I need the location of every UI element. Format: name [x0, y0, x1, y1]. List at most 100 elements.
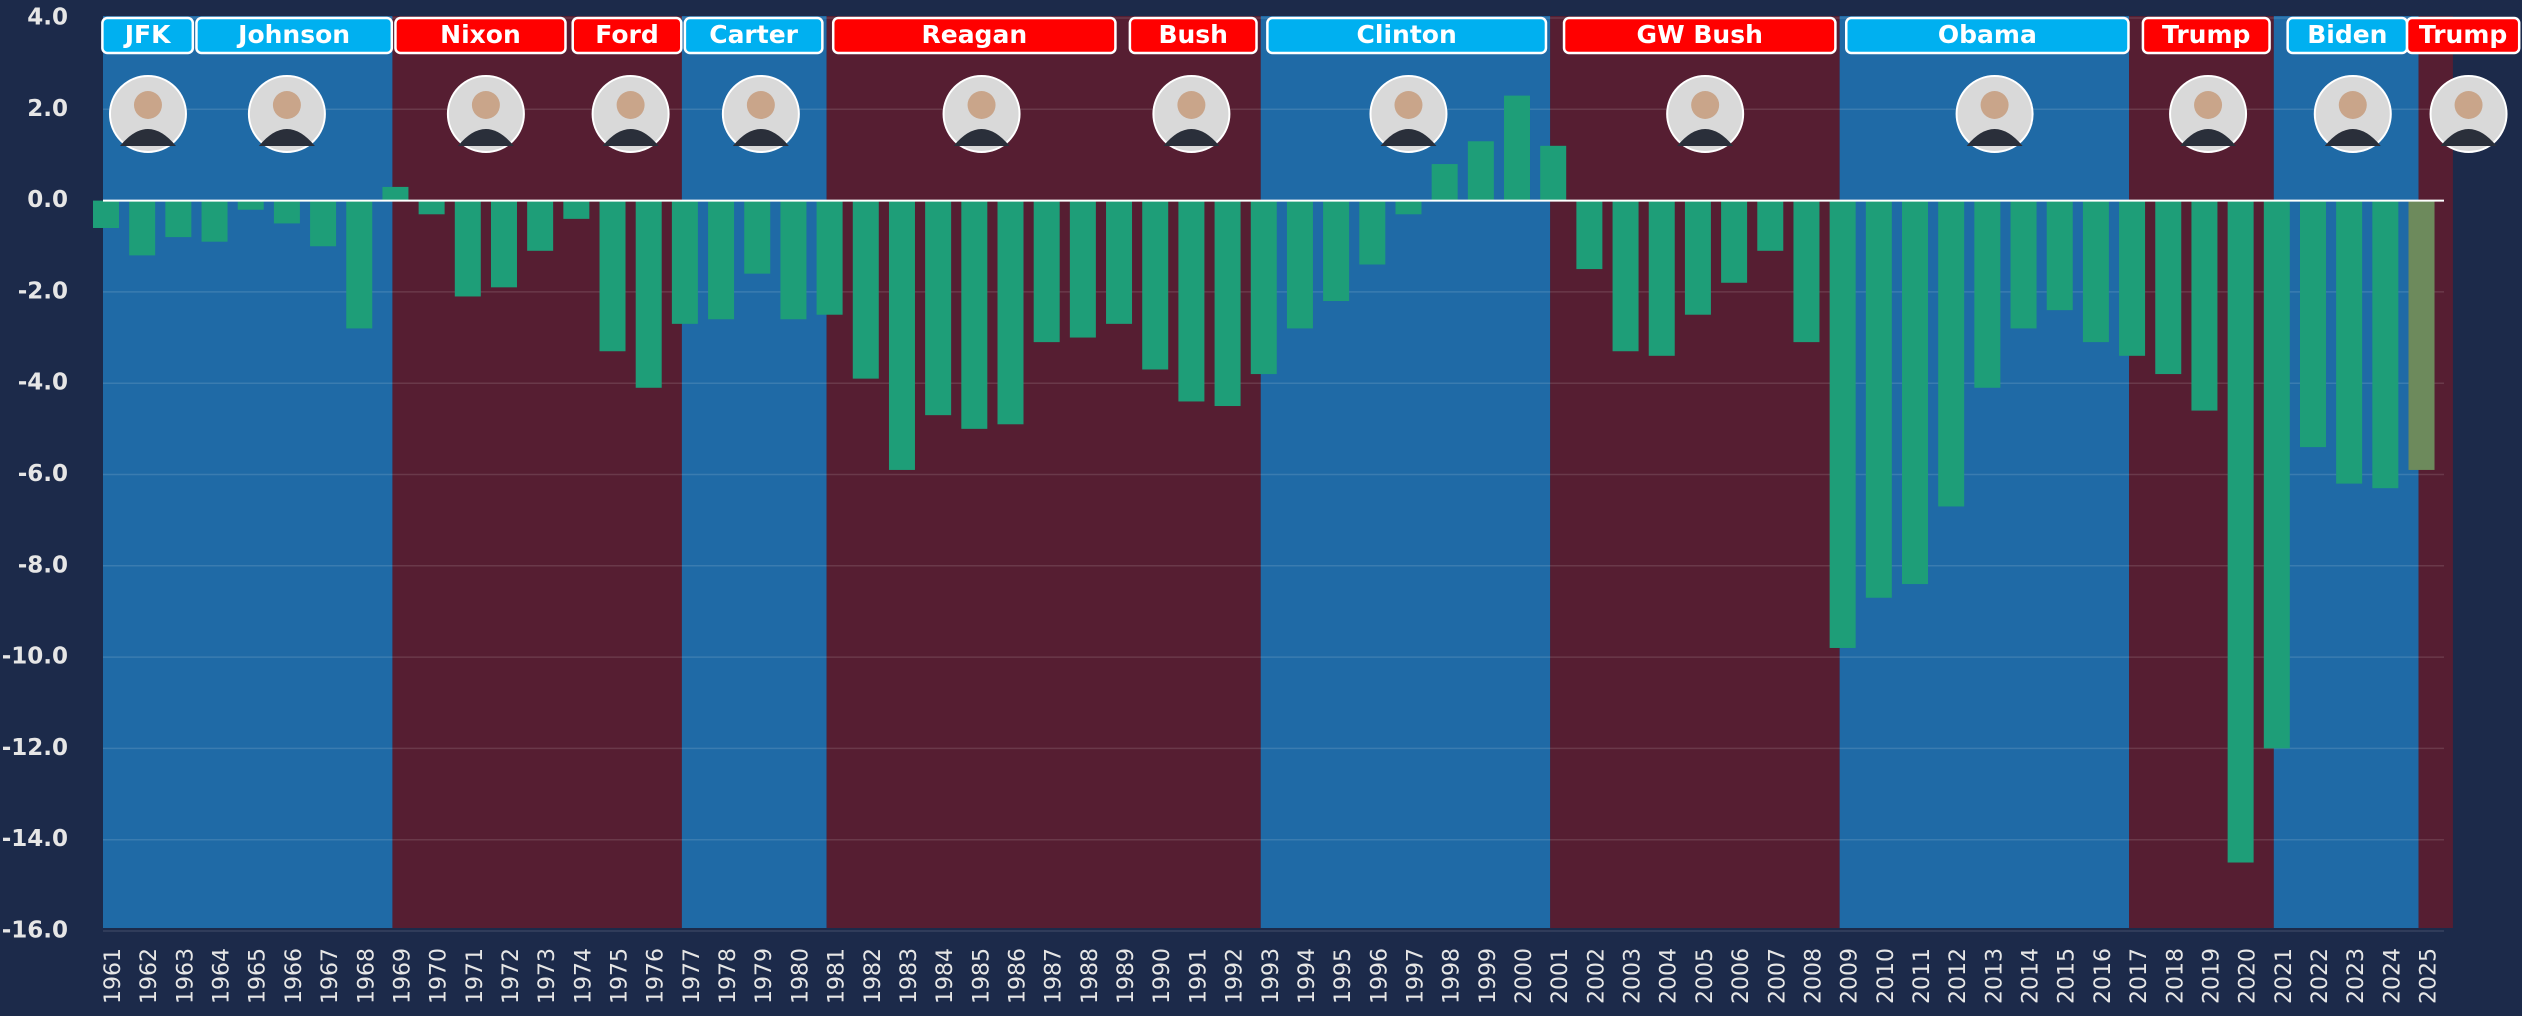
bar	[2228, 201, 2254, 863]
bar	[491, 201, 517, 288]
bar	[310, 201, 336, 247]
x-tick-label: 1964	[210, 948, 235, 1004]
bar	[672, 201, 698, 324]
bar	[744, 201, 770, 274]
bar	[2336, 201, 2362, 484]
bar	[1757, 201, 1783, 251]
x-tick-label: 2010	[1874, 948, 1899, 1004]
bar	[1540, 146, 1566, 201]
x-tick-label: 1970	[427, 948, 452, 1004]
x-tick-label: 2000	[1512, 948, 1537, 1004]
portrait-head	[1394, 91, 1422, 119]
bar	[2011, 201, 2037, 329]
president-label: Trump	[2419, 20, 2507, 49]
bar	[961, 201, 987, 429]
x-tick-label: 2004	[1657, 948, 1682, 1004]
x-tick-label: 1976	[644, 948, 669, 1004]
x-tick-label: 1991	[1186, 948, 1211, 1004]
x-tick-label: 1994	[1295, 948, 1320, 1004]
bar	[563, 201, 589, 219]
x-tick-label: 2001	[1548, 948, 1573, 1004]
bar	[419, 201, 445, 215]
bar	[1649, 201, 1675, 356]
president-label: Carter	[709, 20, 798, 49]
portrait-head	[2455, 91, 2483, 119]
x-tick-label: 2025	[2417, 948, 2442, 1004]
x-tick-label: 2013	[1982, 948, 2007, 1004]
x-tick-label: 1999	[1476, 948, 1501, 1004]
x-tick-label: 1972	[499, 948, 524, 1004]
chart: 4.02.00.0-2.0-4.0-6.0-8.0-10.0-12.0-14.0…	[0, 0, 2522, 1016]
bar	[1793, 201, 1819, 343]
president-label: Obama	[1938, 20, 2037, 49]
bar	[2155, 201, 2181, 374]
president-label: Reagan	[921, 20, 1027, 49]
x-tick-label: 1969	[390, 948, 415, 1004]
bar	[2264, 201, 2290, 749]
bar	[1938, 201, 1964, 507]
bar	[202, 201, 228, 242]
bar	[1323, 201, 1349, 301]
y-tick-label: -2.0	[18, 278, 68, 304]
x-tick-label: 1984	[933, 948, 958, 1004]
y-tick-label: -8.0	[18, 552, 68, 578]
portrait-head	[1177, 91, 1205, 119]
portrait-head	[2194, 91, 2222, 119]
bar	[1866, 201, 1892, 598]
bar	[2047, 201, 2073, 311]
term-band	[827, 16, 1261, 928]
portrait-head	[1691, 91, 1719, 119]
president-label: JFK	[123, 20, 172, 49]
term-band	[392, 16, 681, 928]
president-label: Biden	[2307, 20, 2387, 49]
bar	[2119, 201, 2145, 356]
bar	[1251, 201, 1277, 374]
bar	[1902, 201, 1928, 584]
bar	[2300, 201, 2326, 448]
x-tick-label: 2006	[1729, 948, 1754, 1004]
bar	[1432, 164, 1458, 201]
president-label: GW Bush	[1637, 20, 1763, 49]
bar	[1215, 201, 1241, 406]
bar	[1504, 96, 1530, 201]
bar	[1034, 201, 1060, 343]
bar	[1359, 201, 1385, 265]
x-tick-label: 1983	[897, 948, 922, 1004]
x-tick-label: 2020	[2236, 948, 2261, 1004]
bar	[1070, 201, 1096, 338]
y-tick-label: 4.0	[27, 5, 68, 31]
bar	[238, 201, 264, 210]
y-tick-label: 0.0	[27, 187, 68, 213]
x-tick-label: 1981	[825, 948, 850, 1004]
y-tick-label: -10.0	[2, 644, 68, 670]
bar	[129, 201, 155, 256]
portrait-head	[273, 91, 301, 119]
x-tick-label: 2017	[2127, 948, 2152, 1004]
bar	[853, 201, 879, 379]
portrait-head	[1981, 91, 2009, 119]
x-tick-label: 2021	[2272, 948, 2297, 1004]
bar	[708, 201, 734, 320]
y-tick-label: -4.0	[18, 370, 68, 396]
bar	[889, 201, 915, 470]
bar	[382, 187, 408, 201]
portrait-head	[747, 91, 775, 119]
term-band	[2419, 16, 2453, 928]
bar	[93, 201, 119, 228]
bar	[2083, 201, 2109, 343]
bar	[1685, 201, 1711, 315]
x-tick-label: 1993	[1259, 948, 1284, 1004]
x-tick-label: 1965	[246, 948, 271, 1004]
bar	[780, 201, 806, 320]
x-tick-label: 1974	[571, 948, 596, 1004]
portrait-head	[968, 91, 996, 119]
bar	[998, 201, 1024, 425]
x-tick-label: 2024	[2380, 948, 2405, 1004]
portrait-head	[617, 91, 645, 119]
bar	[925, 201, 951, 416]
president-label: Nixon	[440, 20, 521, 49]
x-tick-label: 1975	[608, 948, 633, 1004]
x-tick-label: 2023	[2344, 948, 2369, 1004]
y-tick-label: -6.0	[18, 461, 68, 487]
x-tick-label: 1961	[101, 948, 126, 1004]
